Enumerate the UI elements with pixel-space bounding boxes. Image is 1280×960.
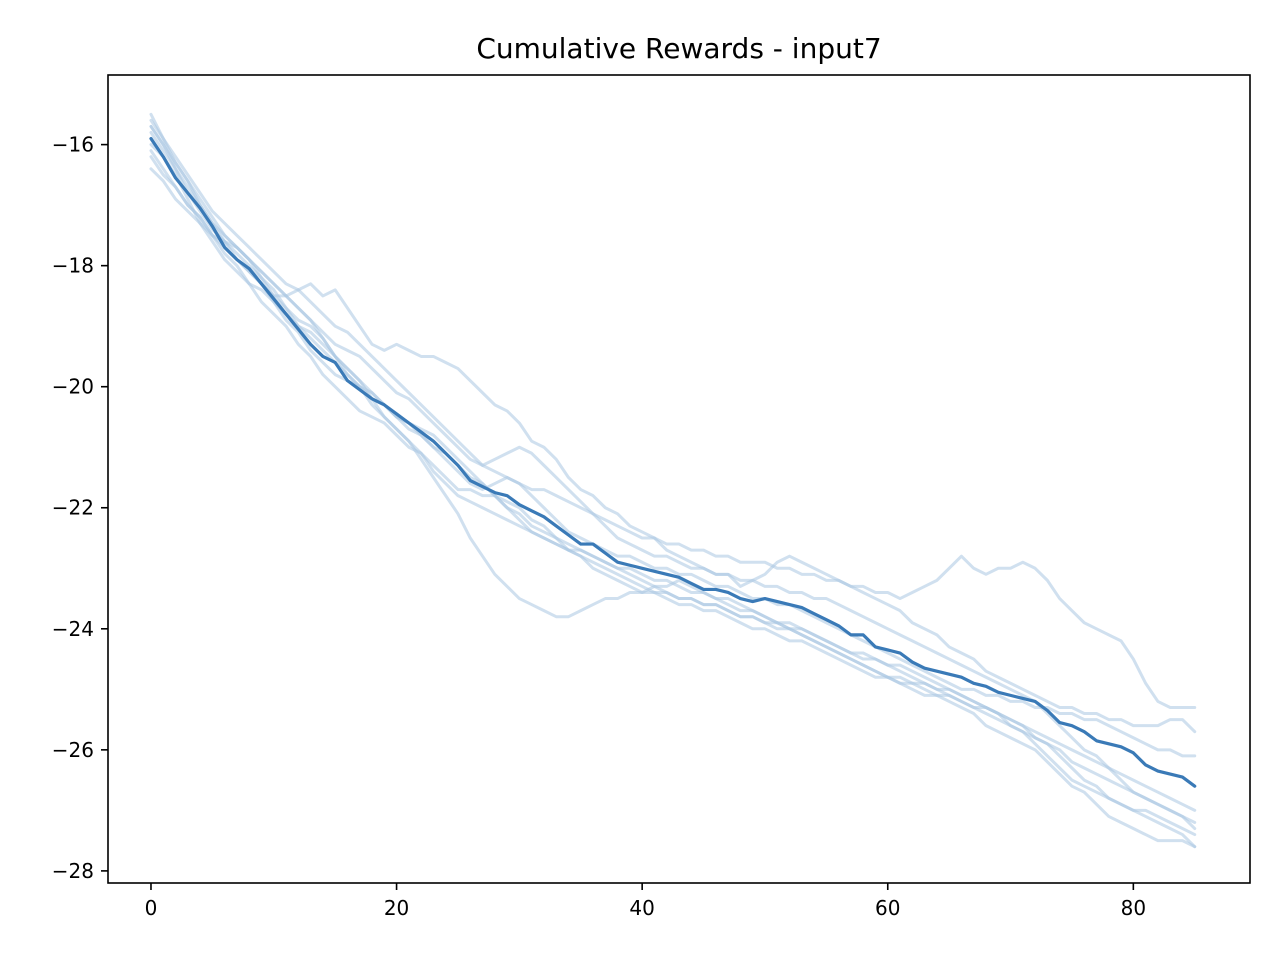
run-line-5 — [149, 131, 1197, 812]
x-tick-label: 60 — [875, 896, 900, 920]
run-line-8 — [149, 149, 1197, 824]
chart-title: Cumulative Rewards - input7 — [476, 32, 881, 65]
y-tick-label: −26 — [52, 738, 94, 762]
run-line-4 — [149, 155, 1197, 849]
y-tick-label: −22 — [52, 496, 94, 520]
y-tick-label: −16 — [52, 133, 94, 157]
axes-frame — [107, 74, 1251, 884]
x-tick-label: 40 — [629, 896, 654, 920]
y-tick-label: −20 — [52, 375, 94, 399]
x-tick-label: 0 — [145, 896, 158, 920]
run-line-2 — [149, 124, 1197, 734]
run-line-6 — [149, 167, 1197, 758]
x-tick-label: 20 — [384, 896, 409, 920]
y-tick-label: −28 — [52, 859, 94, 883]
series-layer — [149, 112, 1197, 849]
y-axis: −28 −26 −24 −22 −20 −18 −16 — [52, 133, 108, 883]
y-tick-label: −18 — [52, 254, 94, 278]
x-tick-label: 80 — [1121, 896, 1146, 920]
x-axis: 0 20 40 60 80 — [145, 883, 1146, 920]
run-line-7 — [149, 118, 1197, 709]
run-line-9 — [149, 124, 1197, 831]
mean-line — [149, 136, 1197, 788]
y-tick-label: −24 — [52, 617, 94, 641]
